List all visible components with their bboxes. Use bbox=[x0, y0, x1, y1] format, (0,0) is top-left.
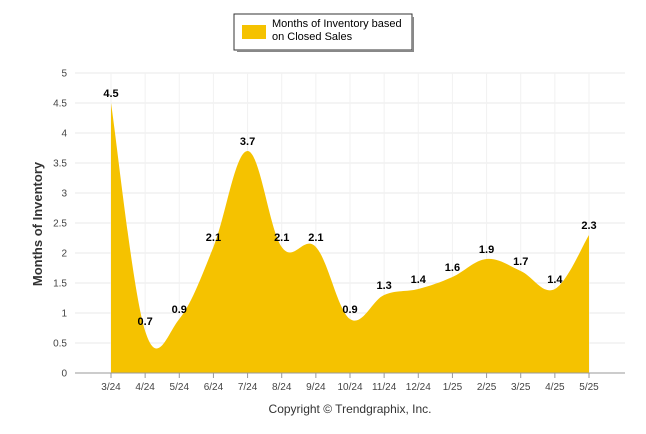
x-tick-label: 8/24 bbox=[272, 382, 292, 393]
axis-layer: 0 0.5 1 1.5 2 2.5 3 3.5 4 4.5 5 3/24 4/24 5/24 6/24 7/2… bbox=[53, 69, 625, 393]
y-tick-label: 3 bbox=[61, 189, 67, 200]
x-tick-label: 5/24 bbox=[170, 382, 190, 393]
data-label: 0.9 bbox=[342, 304, 357, 316]
y-tick-label: 1.5 bbox=[53, 279, 67, 290]
y-axis-label: Months of Inventory bbox=[30, 161, 45, 286]
legend-shadow-bottom bbox=[237, 50, 414, 52]
y-tick-label: 0.5 bbox=[53, 339, 67, 350]
y-tick-label: 4.5 bbox=[53, 99, 67, 110]
area-layer bbox=[111, 103, 589, 373]
y-tick-label: 4 bbox=[61, 129, 67, 140]
data-label: 1.3 bbox=[376, 280, 391, 292]
legend-label-line2: on Closed Sales bbox=[272, 31, 353, 43]
legend: Months of Inventory based on Closed Sale… bbox=[233, 13, 414, 52]
x-tick-label: 3/25 bbox=[511, 382, 531, 393]
x-tick-label: 12/24 bbox=[406, 382, 431, 393]
data-label: 0.7 bbox=[137, 316, 152, 328]
y-tick-label: 3.5 bbox=[53, 159, 67, 170]
data-label: 4.5 bbox=[103, 88, 118, 100]
y-tick-label: 2 bbox=[61, 249, 67, 260]
data-label-layer: 4.5 0.7 0.9 2.1 3.7 2.1 2.1 0.9 1.3 1.4 1.6 1.9 1.7 1… bbox=[103, 88, 596, 328]
y-tick-label: 2.5 bbox=[53, 219, 67, 230]
data-label: 1.6 bbox=[445, 262, 460, 274]
data-label: 3.7 bbox=[240, 136, 255, 148]
legend-shadow bbox=[412, 17, 414, 52]
data-label: 2.1 bbox=[308, 232, 323, 244]
data-label: 0.9 bbox=[172, 304, 187, 316]
x-tick-label: 7/24 bbox=[238, 382, 258, 393]
data-label: 2.1 bbox=[274, 232, 289, 244]
x-tick-label: 3/24 bbox=[101, 382, 121, 393]
x-tick-label: 4/24 bbox=[135, 382, 155, 393]
x-tick-label: 9/24 bbox=[306, 382, 326, 393]
legend-label-line1: Months of Inventory based bbox=[272, 18, 402, 30]
copyright-text: Copyright © Trendgraphix, Inc. bbox=[269, 402, 432, 416]
data-label: 1.4 bbox=[411, 274, 427, 286]
x-tick-label: 10/24 bbox=[337, 382, 362, 393]
x-tick-label: 1/25 bbox=[443, 382, 463, 393]
legend-swatch bbox=[242, 25, 266, 39]
x-tick-label: 6/24 bbox=[204, 382, 224, 393]
data-label: 1.9 bbox=[479, 244, 494, 256]
data-label: 1.7 bbox=[513, 256, 528, 268]
data-label: 1.4 bbox=[547, 274, 563, 286]
y-tick-label: 0 bbox=[61, 369, 67, 380]
x-tick-label: 4/25 bbox=[545, 382, 565, 393]
data-label: 2.3 bbox=[581, 220, 596, 232]
data-label: 2.1 bbox=[206, 232, 221, 244]
area-series bbox=[111, 103, 589, 373]
x-tick-label: 5/25 bbox=[579, 382, 599, 393]
y-tick-label: 1 bbox=[61, 309, 67, 320]
y-tick-label: 5 bbox=[61, 69, 67, 80]
x-tick-label: 11/24 bbox=[372, 382, 397, 393]
x-tick-label: 2/25 bbox=[477, 382, 497, 393]
